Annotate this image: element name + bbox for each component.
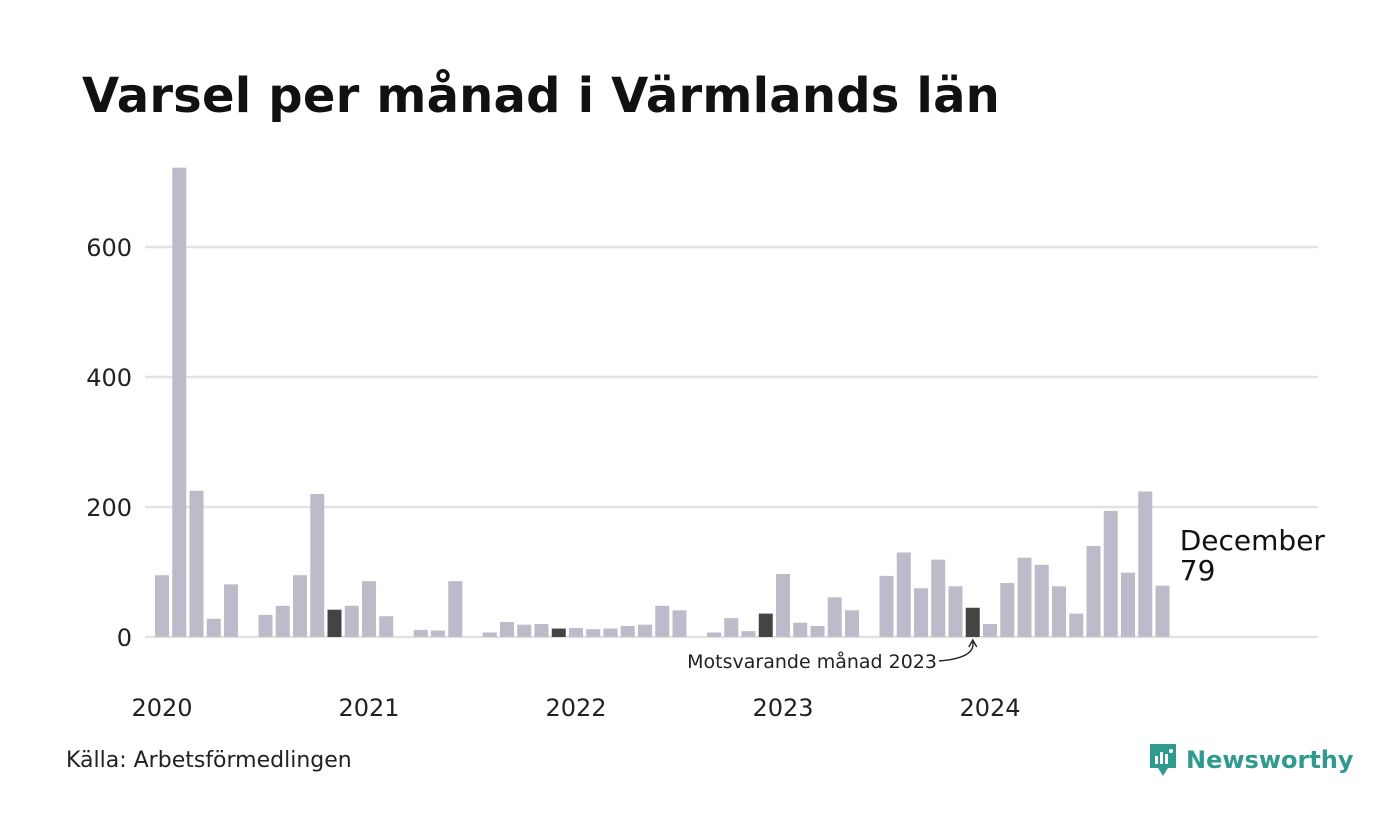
bar-2021-12 — [551, 628, 566, 637]
bar-2024-09 — [1121, 572, 1135, 637]
bar-2020-04 — [206, 618, 221, 637]
bar-2021-04 — [413, 629, 428, 637]
y-axis-ticks: 0 200 400 600 — [86, 234, 132, 652]
bar-2020-07 — [258, 614, 273, 637]
bar-2023-07 — [879, 575, 894, 637]
bar-2021-01 — [362, 581, 376, 637]
bars — [155, 167, 1170, 637]
bar-2024-06 — [1069, 613, 1084, 637]
annotation-arrow — [938, 641, 974, 662]
annotation-label: Motsvarande månad 2023 — [687, 650, 937, 673]
bar-2024-01 — [983, 624, 997, 637]
y-tick-label: 0 — [117, 624, 132, 652]
bar-2020-08 — [275, 605, 290, 637]
bar-2022-12 — [758, 613, 773, 637]
x-tick-label: 2022 — [545, 694, 606, 722]
bar-2023-05 — [845, 610, 859, 637]
bar-2022-04 — [620, 625, 635, 637]
bar-2023-02 — [793, 622, 808, 637]
bar-2022-10 — [724, 618, 739, 637]
bar-2024-10 — [1138, 491, 1153, 637]
latest-value-label: 79 — [1180, 554, 1216, 587]
brand-name: Newsworthy — [1186, 746, 1354, 774]
bar-2023-10 — [931, 559, 946, 637]
bar-2023-01 — [776, 573, 790, 637]
y-tick-label: 600 — [86, 234, 132, 262]
bar-2024-08 — [1103, 510, 1118, 637]
newsworthy-logo-icon — [1150, 744, 1176, 776]
x-tick-label: 2023 — [752, 694, 813, 722]
bar-2021-05 — [431, 630, 445, 637]
bar-2021-11 — [534, 624, 549, 637]
bar-2020-10 — [310, 494, 325, 637]
x-axis-ticks: 2020 2021 2022 2023 2024 — [131, 694, 1020, 722]
latest-month-label: December — [1180, 524, 1326, 557]
bar-2021-08 — [482, 632, 497, 637]
annotation-group: Motsvarande månad 2023 — [687, 638, 978, 673]
brand-logo[interactable]: Newsworthy — [1148, 742, 1354, 778]
chart-title: Varsel per månad i Värmlands län — [82, 68, 1001, 124]
bar-2021-02 — [379, 616, 394, 637]
bar-2021-06 — [448, 581, 463, 637]
bar-2024-07 — [1086, 546, 1101, 637]
bar-2022-02 — [586, 629, 601, 637]
x-tick-label: 2020 — [131, 694, 192, 722]
y-tick-label: 200 — [86, 494, 132, 522]
bar-2023-09 — [914, 588, 928, 637]
bar-2022-09 — [707, 632, 721, 637]
bar-2020-05 — [224, 584, 238, 637]
bar-2022-11 — [741, 631, 756, 637]
bar-2023-11 — [948, 586, 963, 637]
bar-2024-04 — [1034, 564, 1049, 637]
bar-2022-03 — [603, 628, 618, 637]
bar-2021-09 — [500, 622, 514, 637]
bar-2022-06 — [655, 605, 670, 637]
bar-2023-04 — [827, 597, 842, 637]
bar-2022-01 — [569, 627, 583, 637]
annotation-arrowhead — [968, 638, 978, 648]
bar-2024-03 — [1017, 557, 1032, 637]
bar-2023-03 — [810, 625, 825, 637]
bar-2021-10 — [517, 624, 532, 637]
bar-2022-07 — [672, 610, 687, 637]
x-tick-label: 2024 — [959, 694, 1020, 722]
bar-2024-05 — [1052, 586, 1066, 637]
bar-2023-08 — [896, 552, 911, 637]
bar-2020-12 — [344, 605, 359, 637]
bar-2020-09 — [293, 575, 307, 637]
bar-2020-01 — [155, 575, 169, 637]
source-note: Källa: Arbetsförmedlingen — [66, 748, 352, 773]
bar-2020-11 — [327, 609, 342, 637]
bar-2020-03 — [189, 490, 204, 637]
bar-2024-11 — [1155, 585, 1170, 637]
bar-2020-02 — [172, 167, 187, 637]
bar-2023-12 — [965, 607, 980, 637]
y-tick-label: 400 — [86, 364, 132, 392]
bar-2024-02 — [1000, 583, 1015, 637]
x-tick-label: 2021 — [338, 694, 399, 722]
bar-2022-05 — [638, 624, 652, 637]
